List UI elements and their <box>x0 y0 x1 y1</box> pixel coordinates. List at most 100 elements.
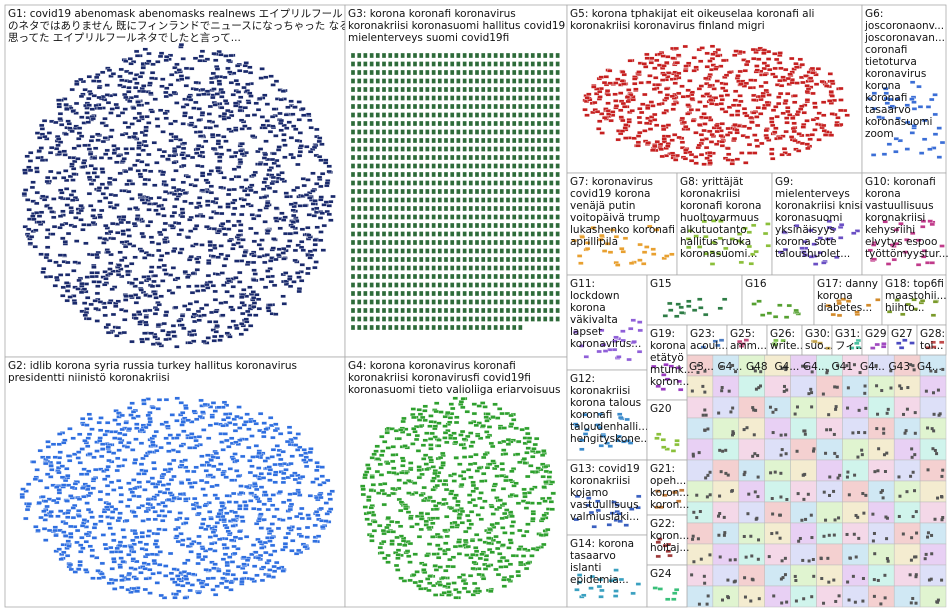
node <box>245 113 251 118</box>
node <box>214 324 220 329</box>
node <box>156 148 163 152</box>
node <box>388 86 393 93</box>
node <box>499 282 504 288</box>
node <box>462 112 467 118</box>
node <box>875 384 879 388</box>
node <box>67 174 74 179</box>
node <box>363 282 368 288</box>
node <box>820 100 827 104</box>
node <box>133 301 140 305</box>
node <box>450 154 455 161</box>
node <box>305 178 311 182</box>
node <box>846 406 850 410</box>
node <box>239 185 245 189</box>
node <box>784 452 788 456</box>
node <box>388 112 393 118</box>
node <box>193 80 199 85</box>
node <box>543 188 548 195</box>
node <box>32 477 39 481</box>
node <box>110 236 117 241</box>
node <box>163 313 169 318</box>
node <box>437 120 442 127</box>
node <box>707 129 713 134</box>
node <box>157 258 164 262</box>
node <box>885 411 889 415</box>
node <box>425 197 430 203</box>
node <box>555 299 560 305</box>
node <box>350 222 356 229</box>
node <box>775 531 779 535</box>
node <box>394 163 399 169</box>
node <box>530 146 535 152</box>
node <box>603 75 610 79</box>
node <box>350 61 356 67</box>
node <box>60 294 66 298</box>
node <box>270 175 277 180</box>
node <box>129 122 135 126</box>
node <box>394 120 399 127</box>
node <box>625 99 632 104</box>
node <box>217 338 223 342</box>
node <box>431 120 436 127</box>
node <box>757 386 761 390</box>
node <box>64 554 71 558</box>
node <box>474 222 480 229</box>
node <box>174 396 180 400</box>
node <box>350 95 356 101</box>
node <box>543 256 548 263</box>
node <box>247 71 254 75</box>
node <box>696 143 702 148</box>
node <box>65 454 72 458</box>
node <box>183 66 190 71</box>
node <box>505 180 511 186</box>
node <box>68 531 74 536</box>
node <box>816 138 822 142</box>
node <box>262 220 268 224</box>
node <box>56 547 62 551</box>
node <box>543 307 548 314</box>
node <box>834 405 838 409</box>
node <box>777 61 783 65</box>
node <box>265 275 271 279</box>
node <box>536 282 542 288</box>
node <box>131 221 138 226</box>
node <box>155 284 161 288</box>
node <box>884 515 888 519</box>
node <box>702 574 706 578</box>
node <box>394 248 399 254</box>
node <box>759 141 765 146</box>
node <box>898 384 902 388</box>
node <box>240 311 246 316</box>
node <box>197 134 204 138</box>
node <box>549 95 554 101</box>
node <box>285 244 292 248</box>
node <box>779 433 783 437</box>
node <box>707 59 713 63</box>
node <box>22 188 29 192</box>
node <box>827 580 831 584</box>
node <box>231 167 238 171</box>
node <box>180 105 187 109</box>
node <box>168 122 174 126</box>
node <box>530 103 535 110</box>
node <box>474 95 480 101</box>
node <box>381 163 387 169</box>
node <box>241 288 247 292</box>
node <box>518 78 523 84</box>
node <box>82 88 88 92</box>
node <box>163 58 169 63</box>
node <box>350 69 356 76</box>
node <box>911 124 917 128</box>
node <box>660 54 666 58</box>
node <box>704 81 710 86</box>
node <box>914 575 918 579</box>
node <box>126 552 132 557</box>
node <box>505 163 511 169</box>
node <box>406 205 411 212</box>
node <box>680 95 686 99</box>
node <box>647 74 653 78</box>
minor-group-box <box>893 438 921 461</box>
node <box>715 54 721 58</box>
node <box>123 294 129 298</box>
node <box>657 90 663 94</box>
